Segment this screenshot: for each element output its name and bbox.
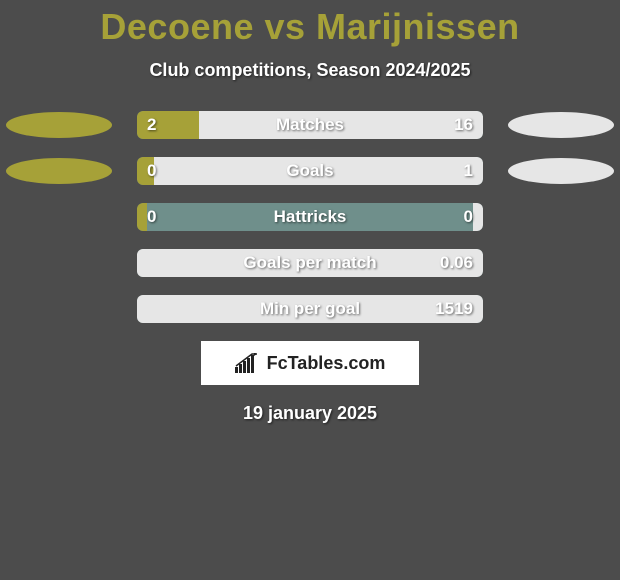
stat-label: Hattricks	[137, 203, 483, 231]
stat-label: Goals	[137, 157, 483, 185]
stat-row: Goals per match0.06	[0, 249, 620, 277]
right-value: 1519	[435, 295, 473, 323]
comparison-infographic: Decoene vs Marijnissen Club competitions…	[0, 0, 620, 580]
left-value: 0	[147, 157, 156, 185]
subtitle: Club competitions, Season 2024/2025	[0, 60, 620, 81]
stat-bar: Matches2 16	[137, 111, 483, 139]
stat-label: Goals per match	[137, 249, 483, 277]
stat-label: Matches	[137, 111, 483, 139]
brand-text: FcTables.com	[267, 353, 386, 374]
brand-badge: FcTables.com	[201, 341, 419, 385]
comparison-bars: Matches216Goals01Hattricks00Goals per ma…	[0, 111, 620, 323]
left-team-marker	[6, 112, 112, 138]
stat-bar: Hattricks0 0	[137, 203, 483, 231]
left-value: 2	[147, 111, 156, 139]
date-text: 19 january 2025	[0, 403, 620, 424]
stat-bar: Goals0 1	[137, 157, 483, 185]
right-team-marker	[508, 112, 614, 138]
stat-row: Min per goal1519	[0, 295, 620, 323]
page-title: Decoene vs Marijnissen	[0, 0, 620, 48]
right-value: 16	[454, 111, 473, 139]
right-value: 0.06	[440, 249, 473, 277]
stat-row: Matches2 16	[0, 111, 620, 139]
right-team-marker	[508, 158, 614, 184]
stat-row: Goals0 1	[0, 157, 620, 185]
stat-label: Min per goal	[137, 295, 483, 323]
stat-bar: Goals per match0.06	[137, 249, 483, 277]
left-value: 0	[147, 203, 156, 231]
stat-row: Hattricks0 0	[0, 203, 620, 231]
chart-bars-icon	[235, 353, 261, 373]
right-value: 0	[464, 203, 473, 231]
stat-bar: Min per goal1519	[137, 295, 483, 323]
right-value: 1	[464, 157, 473, 185]
left-team-marker	[6, 158, 112, 184]
